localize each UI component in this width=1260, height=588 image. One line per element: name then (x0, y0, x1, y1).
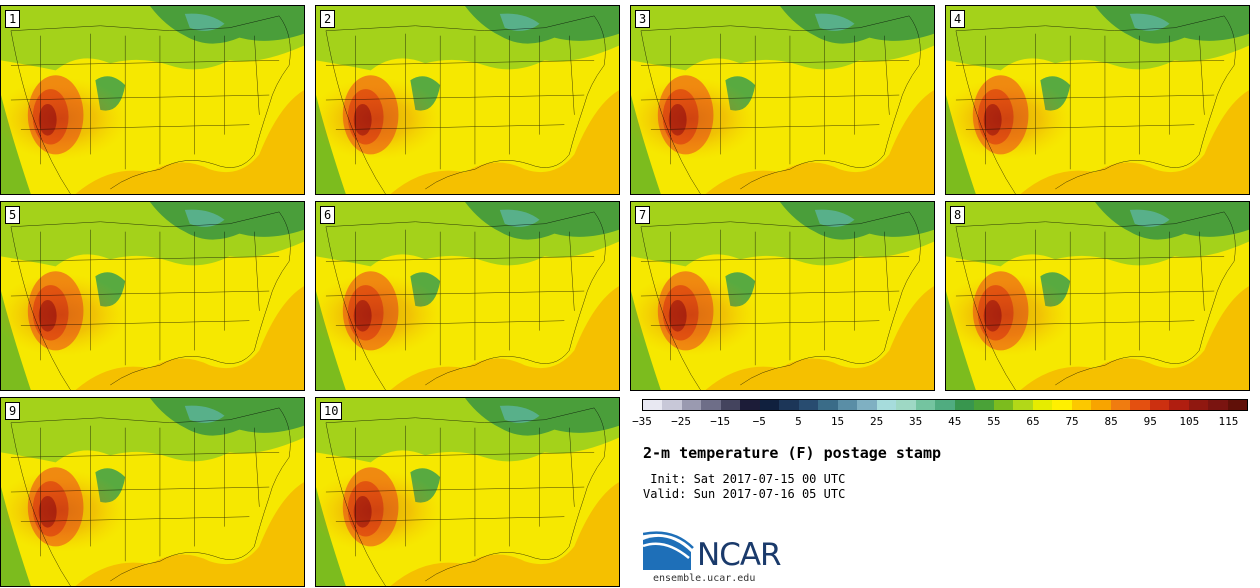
colorbar-tick-label: −25 (671, 415, 692, 428)
colorbar-segment (935, 400, 955, 410)
colorbar-segment (1227, 400, 1248, 410)
init-time: Init: Sat 2017-07-15 00 UTC (643, 472, 846, 486)
postage-stamp-map: 5 (0, 201, 305, 391)
colorbar-tick-label: 15 (830, 415, 845, 428)
postage-stamp-map: 6 (315, 201, 620, 391)
colorbar-segment (1149, 400, 1170, 410)
colorbar-tick-label: 65 (1026, 415, 1040, 428)
colorbar-tick-label: 25 (869, 415, 884, 428)
colorbar-tick-label: 5 (795, 415, 802, 428)
colorbar-tick-label: 85 (1104, 415, 1118, 428)
colorbar-segment (1032, 400, 1053, 410)
colorbar-segment (974, 400, 994, 410)
postage-stamp-map: 7 (630, 201, 935, 391)
colorbar-tick-label: 115 (1218, 415, 1239, 428)
colorbar-segment (857, 400, 877, 410)
colorbar-segment (1130, 400, 1150, 410)
postage-stamp-map: 1 (0, 5, 305, 195)
postage-stamp-map: 4 (945, 5, 1250, 195)
colorbar-tick-label: 35 (909, 415, 923, 428)
stamp-number: 4 (950, 10, 966, 28)
colorbar-tick-label: −15 (710, 415, 731, 428)
stamp-number: 8 (950, 206, 966, 224)
colorbar-segment (759, 400, 780, 410)
stamp-number: 1 (5, 10, 21, 28)
postage-stamp-map: 2 (315, 5, 620, 195)
ensemble-url: ensemble.ucar.edu (653, 573, 756, 584)
colorbar-segment (779, 400, 799, 410)
colorbar-segment (837, 400, 858, 410)
colorbar-tick-label: 75 (1065, 415, 1079, 428)
colorbar-segment (1208, 400, 1228, 410)
colorbar-tick-label: −5 (752, 415, 766, 428)
colorbar-tick-label: 105 (1179, 415, 1200, 428)
stamp-number: 7 (635, 206, 651, 224)
valid-time: Valid: Sun 2017-07-16 05 UTC (643, 487, 846, 501)
colorbar-tick-labels: −35 −25 −15 −5 5 15 25 35 45 55 65 75 85 95 105 115 (632, 415, 1248, 429)
colorbar-segment (701, 400, 721, 410)
stamp-number: 2 (320, 10, 336, 28)
postage-stamp-map: 10 (315, 397, 620, 587)
colorbar-tick-label: 95 (1143, 415, 1157, 428)
postage-stamp-map: 9 (0, 397, 305, 587)
ncar-logo-icon (643, 531, 694, 570)
colorbar-segment (818, 400, 838, 410)
colorbar-segment (915, 400, 936, 410)
colorbar-segment (1052, 400, 1072, 410)
colorbar-segment (1013, 400, 1033, 410)
stamp-number: 5 (5, 206, 21, 224)
colorbar-segment (720, 400, 741, 410)
colorbar-segment (1169, 400, 1189, 410)
stamp-number: 6 (320, 206, 336, 224)
colorbar-segment (740, 400, 760, 410)
postage-stamp-map: 8 (945, 201, 1250, 391)
colorbar-segment (896, 400, 916, 410)
colorbar-segment (643, 400, 663, 410)
colorbar-segment (662, 400, 682, 410)
colorbar-segment (1071, 400, 1092, 410)
postage-stamp-map: 3 (630, 5, 935, 195)
temperature-colorbar (642, 399, 1248, 411)
colorbar-segment (954, 400, 975, 410)
colorbar-segment (1091, 400, 1111, 410)
colorbar-segment (681, 400, 702, 410)
colorbar-tick-label: −35 (632, 415, 652, 428)
stamp-number: 10 (320, 402, 343, 420)
colorbar-tick-label: 45 (948, 415, 962, 428)
colorbar-segment (993, 400, 1014, 410)
colorbar-segment (1110, 400, 1131, 410)
colorbar-tick-label: 55 (987, 415, 1001, 428)
stamp-number: 9 (5, 402, 21, 420)
ncar-logo-text: NCAR (697, 537, 782, 573)
colorbar-segment (876, 400, 897, 410)
colorbar-segment (798, 400, 819, 410)
chart-title: 2-m temperature (F) postage stamp (643, 444, 942, 462)
stamp-number: 3 (635, 10, 651, 28)
colorbar-segment (1188, 400, 1209, 410)
